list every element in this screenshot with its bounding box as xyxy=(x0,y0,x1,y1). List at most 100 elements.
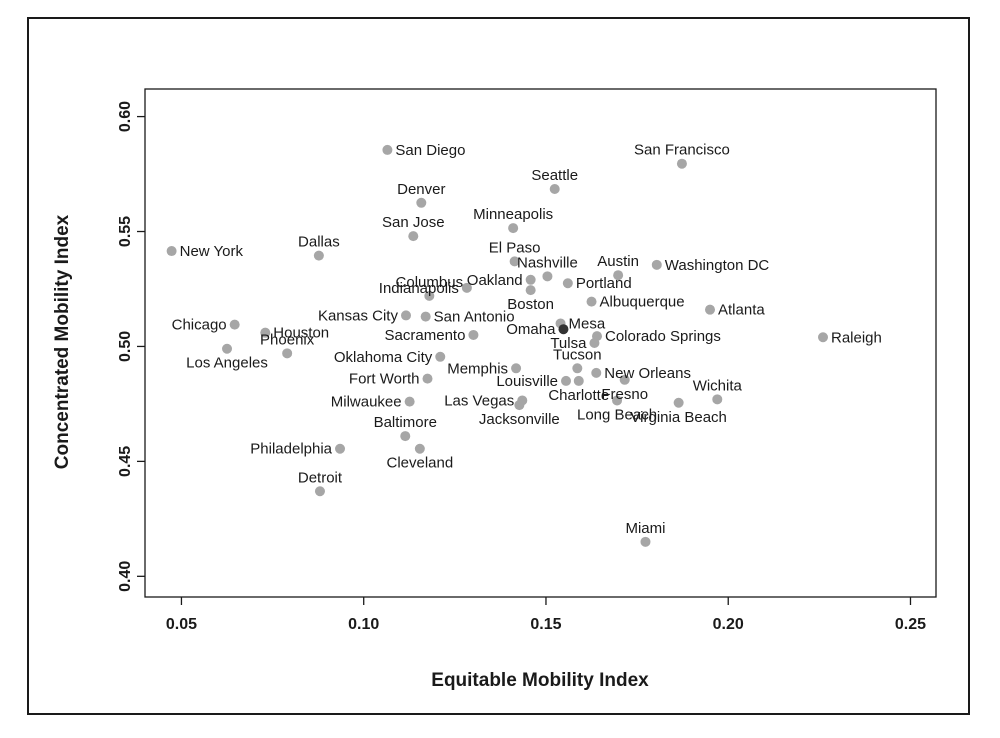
data-point xyxy=(166,246,177,257)
data-point xyxy=(712,394,723,405)
data-point xyxy=(572,363,583,374)
point-label: Colorado Springs xyxy=(605,328,721,345)
x-axis: 0.05 0.10 0.15 0.20 0.25 xyxy=(166,597,926,633)
data-point xyxy=(514,400,525,411)
point-label: Philadelphia xyxy=(250,441,332,458)
point-label: Wichita xyxy=(693,377,743,394)
x-tick-label: 0.20 xyxy=(713,616,744,633)
point-label: Las Vegas xyxy=(444,392,514,409)
data-point xyxy=(573,375,584,386)
data-point xyxy=(558,324,569,335)
point-label: Long Beach xyxy=(577,406,657,423)
data-point xyxy=(589,338,600,348)
data-point xyxy=(591,367,602,378)
point-label: Tulsa xyxy=(550,335,587,352)
data-point xyxy=(673,397,684,408)
y-axis-title: Concentrated Mobility Index xyxy=(52,214,73,469)
point-label: Louisville xyxy=(496,373,558,390)
figure-frame xyxy=(27,17,970,715)
point-labels: San Diego San Francisco Seattle Denver Minne… xyxy=(172,142,882,537)
x-tick-label: 0.15 xyxy=(530,616,561,633)
data-point xyxy=(420,311,431,322)
point-label: Houston xyxy=(273,325,329,342)
point-label: Fort Worth xyxy=(349,371,420,388)
data-point xyxy=(461,282,472,293)
data-point xyxy=(313,250,324,261)
point-label: Cleveland xyxy=(386,455,453,472)
point-label: Los Angeles xyxy=(186,355,268,372)
point-label: Minneapolis xyxy=(473,206,553,223)
y-tick-label: 0.40 xyxy=(117,561,134,592)
point-label: Fresno xyxy=(601,386,648,403)
data-point xyxy=(561,375,572,386)
point-label: Dallas xyxy=(298,234,340,251)
point-label: Albuquerque xyxy=(600,294,685,311)
point-label: Oklahoma City xyxy=(334,349,433,366)
point-label: Mesa xyxy=(569,315,606,332)
point-label: Chicago xyxy=(172,317,227,334)
data-point xyxy=(525,274,536,285)
point-label: Virginia Beach xyxy=(630,409,726,426)
point-label: Kansas City xyxy=(318,307,399,324)
point-label: Oakland xyxy=(467,272,523,289)
point-label: Miami xyxy=(625,520,665,537)
data-point xyxy=(818,332,828,343)
data-point xyxy=(542,271,553,282)
data-point xyxy=(549,183,560,194)
data-point xyxy=(612,395,623,406)
data-point xyxy=(400,431,411,442)
data-point xyxy=(705,304,715,315)
data-point xyxy=(222,343,233,354)
data-point xyxy=(508,223,519,234)
data-point xyxy=(640,536,651,547)
data-point xyxy=(382,144,393,155)
point-label: Milwaukee xyxy=(331,394,402,411)
data-point xyxy=(651,259,662,270)
data-point xyxy=(586,296,597,307)
point-label: Nashville xyxy=(517,254,578,271)
point-label: El Paso xyxy=(489,239,541,256)
data-point xyxy=(408,231,419,242)
point-label: Sacramento xyxy=(385,327,466,344)
data-point xyxy=(676,158,687,169)
data-point xyxy=(509,256,520,267)
point-label: Portland xyxy=(576,275,632,292)
point-label: Detroit xyxy=(298,469,343,486)
data-point xyxy=(511,363,522,374)
data-point xyxy=(562,278,573,289)
data-point xyxy=(435,351,446,362)
point-label: Seattle xyxy=(531,167,578,184)
point-label: San Antonio xyxy=(434,309,515,326)
point-label: San Jose xyxy=(382,214,445,231)
y-tick-label: 0.60 xyxy=(117,101,134,132)
point-label: Raleigh xyxy=(831,329,882,346)
point-label: New York xyxy=(180,243,244,260)
data-point xyxy=(422,373,433,384)
point-label: San Diego xyxy=(395,142,465,159)
point-label: Austin xyxy=(597,253,639,270)
data-point xyxy=(229,319,240,330)
data-point xyxy=(468,329,479,340)
data-point xyxy=(282,348,293,359)
data-point xyxy=(335,443,346,454)
point-label: Charlotte xyxy=(548,387,609,404)
data-point xyxy=(400,310,411,321)
x-axis-title: Equitable Mobility Index xyxy=(431,670,649,691)
y-axis: 0.40 0.45 0.50 0.55 0.60 xyxy=(117,101,145,592)
x-tick-label: 0.10 xyxy=(348,616,379,633)
data-point xyxy=(260,327,271,338)
point-label: Jacksonville xyxy=(479,411,560,428)
data-point xyxy=(404,396,415,407)
y-tick-label: 0.45 xyxy=(117,446,134,477)
data-point xyxy=(314,486,325,497)
point-label: Tucson xyxy=(553,346,602,363)
point-label: Omaha xyxy=(506,321,556,338)
point-label: Denver xyxy=(397,181,445,198)
point-label: Memphis xyxy=(447,360,508,377)
data-point xyxy=(416,197,427,208)
point-label: New Orleans xyxy=(604,365,691,382)
data-point xyxy=(424,290,435,301)
point-label: Phoenix xyxy=(260,331,315,348)
x-tick-label: 0.05 xyxy=(166,616,197,633)
